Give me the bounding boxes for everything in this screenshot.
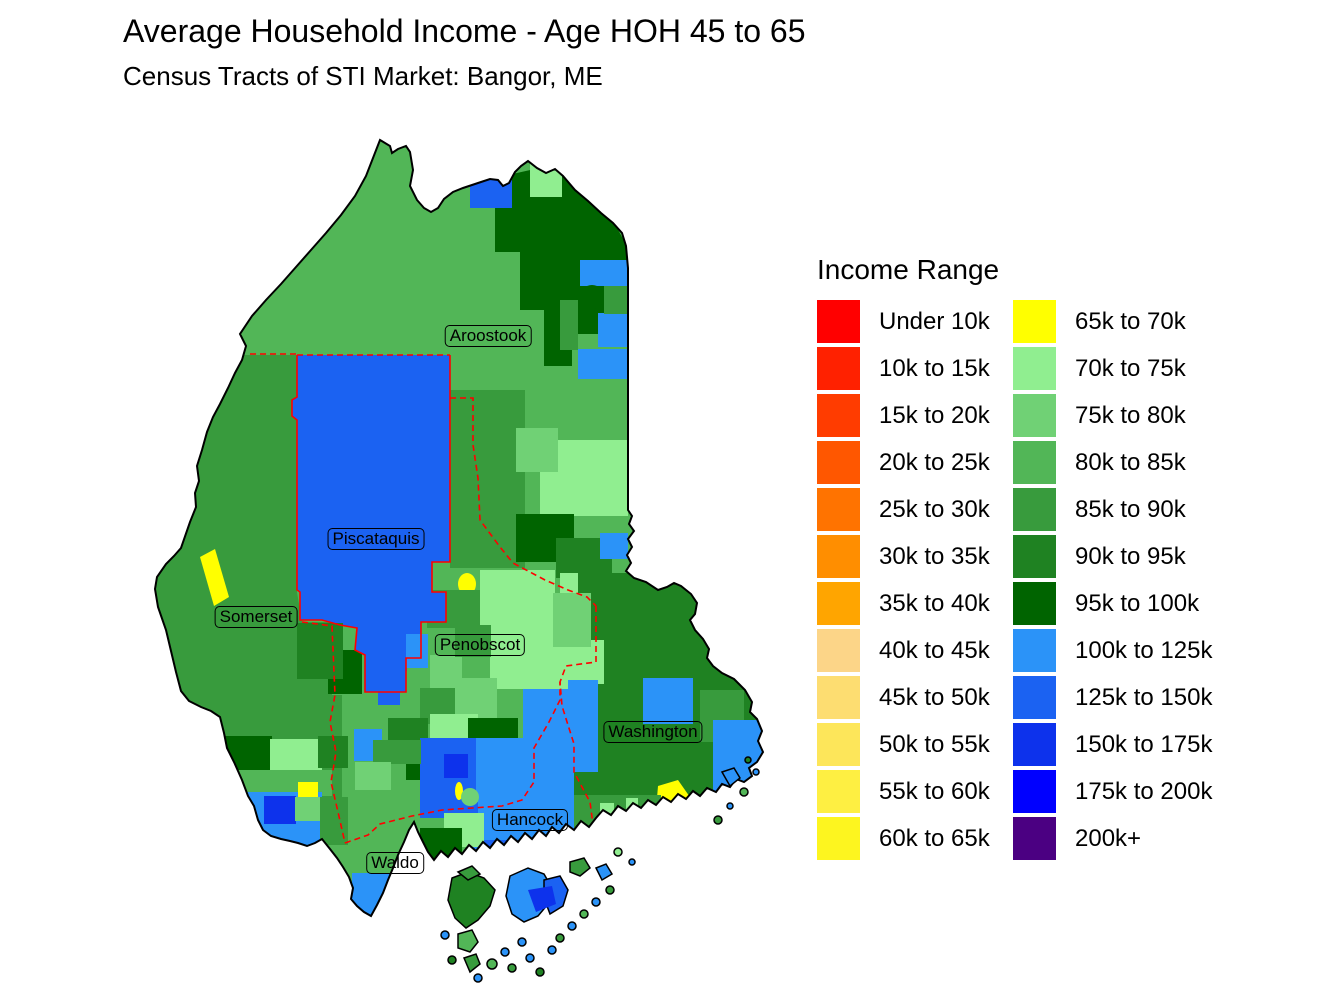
- legend-item: 200k+: [1013, 817, 1212, 860]
- legend-swatch: [1013, 817, 1056, 860]
- legend-label: 60k to 65k: [879, 824, 990, 852]
- legend-swatch: [817, 535, 860, 578]
- legend-item: 85k to 90k: [1013, 488, 1212, 531]
- legend-swatch: [1013, 300, 1056, 343]
- legend-item: 15k to 20k: [817, 394, 990, 437]
- legend-item: 65k to 70k: [1013, 300, 1212, 343]
- county-borders: [250, 353, 597, 844]
- legend-item: 70k to 75k: [1013, 347, 1212, 390]
- legend-item: 35k to 40k: [817, 582, 990, 625]
- legend-column-right: 65k to 70k 70k to 75k 75k to 80k 80k to 85k…: [1013, 300, 1212, 864]
- legend-swatch: [1013, 629, 1056, 672]
- legend-label: 95k to 100k: [1075, 589, 1200, 617]
- legend-label: 55k to 60k: [879, 777, 990, 805]
- legend-swatch: [817, 629, 860, 672]
- chart-title: Average Household Income - Age HOH 45 to…: [123, 13, 806, 49]
- legend-item: 10k to 15k: [817, 347, 990, 390]
- county-label-aroostook: Aroostook: [444, 325, 532, 347]
- legend-item: 80k to 85k: [1013, 441, 1212, 484]
- legend-title: Income Range: [817, 254, 1000, 285]
- legend-item: 95k to 100k: [1013, 582, 1212, 625]
- legend-swatch: [1013, 535, 1056, 578]
- legend-label: Under 10k: [879, 307, 990, 335]
- legend-swatch: [1013, 394, 1056, 437]
- market-outline: [153, 138, 765, 918]
- legend-label: 70k to 75k: [1075, 354, 1186, 382]
- legend-label: 35k to 40k: [879, 589, 990, 617]
- legend-swatch: [817, 394, 860, 437]
- legend-item: 100k to 125k: [1013, 629, 1212, 672]
- legend-column-left: Under 10k 10k to 15k 15k to 20k 20k to 25k 2…: [817, 300, 990, 864]
- legend-swatch: [817, 488, 860, 531]
- county-label-penobscot: Penobscot: [434, 634, 526, 656]
- legend-label: 80k to 85k: [1075, 448, 1186, 476]
- legend-item: 55k to 60k: [817, 770, 990, 813]
- county-label-washington: Washington: [603, 721, 703, 743]
- legend-item: 25k to 30k: [817, 488, 990, 531]
- legend-swatch: [1013, 488, 1056, 531]
- legend-swatch: [1013, 441, 1056, 484]
- islands-layer: [440, 756, 760, 983]
- legend-label: 100k to 125k: [1075, 636, 1213, 664]
- legend-swatch: [1013, 582, 1056, 625]
- legend-label: 125k to 150k: [1075, 683, 1213, 711]
- legend-swatch: [817, 300, 860, 343]
- legend-item: 150k to 175k: [1013, 723, 1212, 766]
- legend-swatch: [817, 817, 860, 860]
- legend-item: 90k to 95k: [1013, 535, 1212, 578]
- legend-label: 10k to 15k: [879, 354, 990, 382]
- legend-label: 150k to 175k: [1075, 730, 1213, 758]
- legend-label: 175k to 200k: [1075, 777, 1213, 805]
- legend-swatch: [817, 770, 860, 813]
- census-tracts-layer: [155, 140, 763, 916]
- legend-item: 75k to 80k: [1013, 394, 1212, 437]
- legend-label: 25k to 30k: [879, 495, 990, 523]
- legend-label: 200k+: [1075, 824, 1142, 852]
- legend-swatch: [1013, 770, 1056, 813]
- legend-item: 125k to 150k: [1013, 676, 1212, 719]
- legend-swatch: [1013, 723, 1056, 766]
- legend-label: 85k to 90k: [1075, 495, 1186, 523]
- county-label-somerset: Somerset: [214, 606, 298, 628]
- legend-swatch: [1013, 347, 1056, 390]
- legend-label: 40k to 45k: [879, 636, 990, 664]
- legend: Income Range Under 10k 10k to 15k 15k to 2…: [817, 254, 1247, 860]
- legend-label: 65k to 70k: [1075, 307, 1186, 335]
- legend-swatch: [817, 582, 860, 625]
- legend-swatch: [817, 441, 860, 484]
- legend-label: 90k to 95k: [1075, 542, 1186, 570]
- legend-label: 45k to 50k: [879, 683, 990, 711]
- legend-swatch: [817, 676, 860, 719]
- legend-item: 50k to 55k: [817, 723, 990, 766]
- legend-item: 40k to 45k: [817, 629, 990, 672]
- legend-label: 20k to 25k: [879, 448, 990, 476]
- county-label-hancock: Hancock: [491, 809, 569, 831]
- legend-item: 30k to 35k: [817, 535, 990, 578]
- county-label-piscataquis: Piscataquis: [327, 528, 425, 550]
- legend-item: 60k to 65k: [817, 817, 990, 860]
- legend-item: 175k to 200k: [1013, 770, 1212, 813]
- legend-swatch: [1013, 676, 1056, 719]
- legend-label: 50k to 55k: [879, 730, 990, 758]
- legend-item: 20k to 25k: [817, 441, 990, 484]
- legend-label: 15k to 20k: [879, 401, 990, 429]
- legend-swatch: [817, 347, 860, 390]
- legend-item: Under 10k: [817, 300, 990, 343]
- legend-swatch: [817, 723, 860, 766]
- legend-label: 30k to 35k: [879, 542, 990, 570]
- county-label-waldo: Waldo: [366, 852, 424, 874]
- legend-item: 45k to 50k: [817, 676, 990, 719]
- legend-label: 75k to 80k: [1075, 401, 1186, 429]
- chart-subtitle: Census Tracts of STI Market: Bangor, ME: [123, 61, 603, 91]
